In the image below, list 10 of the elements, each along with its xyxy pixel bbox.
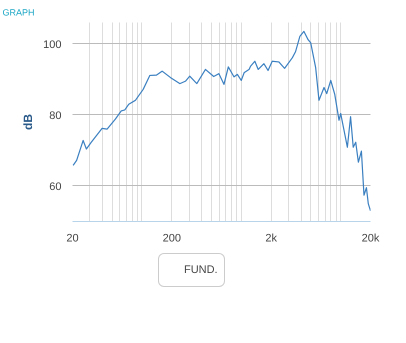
x-tick-label: 2k bbox=[265, 232, 278, 244]
y-tick-label: 60 bbox=[49, 180, 62, 193]
y-tick-label: 100 bbox=[43, 38, 62, 51]
x-tick-label: 20k bbox=[362, 232, 380, 244]
chart-title: GRAPH bbox=[2, 8, 35, 18]
y-tick-label: 80 bbox=[49, 110, 62, 122]
text: FUND. bbox=[184, 264, 218, 276]
x-tick-label: 20 bbox=[66, 232, 79, 244]
y-axis-title: dB bbox=[21, 114, 36, 130]
x-tick-label: 200 bbox=[162, 232, 182, 244]
